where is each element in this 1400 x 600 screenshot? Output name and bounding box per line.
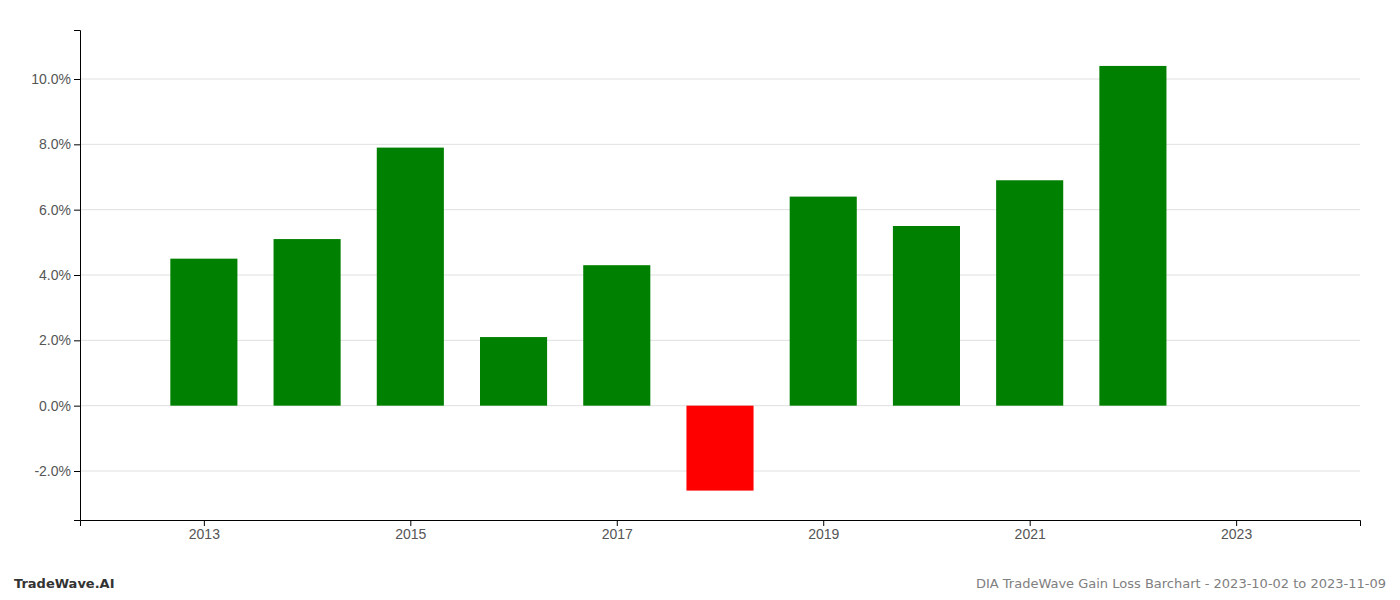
plot: -2.0%0.0%2.0%4.0%6.0%8.0%10.0%2013201520… (31, 31, 1360, 542)
y-tick-mark (74, 406, 80, 407)
x-tick: 2017 (602, 520, 633, 542)
y-tick-mark (74, 275, 80, 276)
bar (377, 148, 444, 406)
bar (996, 180, 1063, 405)
chart: -2.0%0.0%2.0%4.0%6.0%8.0%10.0%2013201520… (0, 0, 1400, 600)
x-tick-label: 2017 (602, 526, 633, 542)
grid-line (80, 144, 1360, 145)
x-tick-label: 2023 (1221, 526, 1252, 542)
y-tick: 0.0% (39, 398, 80, 414)
y-tick-label: 10.0% (31, 71, 71, 87)
bar (1099, 66, 1166, 406)
footer-right: DIA TradeWave Gain Loss Barchart - 2023-… (976, 576, 1386, 591)
x-tick: 2023 (1221, 520, 1252, 542)
x-tick-label: 2015 (395, 526, 426, 542)
y-tick-label: -2.0% (34, 463, 71, 479)
x-tick-label: 2019 (808, 526, 839, 542)
x-tick: 2015 (395, 520, 426, 542)
x-axis: 2013 2015 2017 2019 2021 2023 (81, 520, 1361, 542)
x-tick: 2021 (1015, 520, 1046, 542)
y-tick-mark (74, 210, 80, 211)
y-tick: 10.0% (31, 71, 80, 87)
y-tick: 4.0% (39, 267, 80, 283)
y-tick-label: 4.0% (39, 267, 71, 283)
y-tick-label: 0.0% (39, 398, 71, 414)
x-tick-label: 2021 (1015, 526, 1046, 542)
bar (480, 337, 547, 406)
x-tick: 2013 (189, 520, 220, 542)
y-tick-label: 8.0% (39, 136, 71, 152)
bar (170, 259, 237, 406)
grid-line (80, 340, 1360, 341)
y-tick-label: 2.0% (39, 332, 71, 348)
grid-line (80, 209, 1360, 210)
grid-line (80, 79, 1360, 80)
y-axis-line (74, 31, 81, 521)
y-tick: -2.0% (34, 463, 80, 479)
y-tick-mark (74, 471, 80, 472)
bar (686, 406, 753, 491)
y-tick: 6.0% (39, 202, 80, 218)
y-tick-mark (74, 340, 80, 341)
x-tick: 2019 (808, 520, 839, 542)
bar (790, 197, 857, 406)
bar (893, 226, 960, 406)
x-axis-line (81, 521, 1361, 527)
y-tick-label: 6.0% (39, 202, 71, 218)
y-tick-mark (74, 79, 80, 80)
bar (583, 265, 650, 405)
footer-left: TradeWave.AI (14, 576, 115, 591)
grid-line (80, 275, 1360, 276)
y-axis: -2.0% 0.0% 2.0% 4.0% 6.0% 8.0% 10.0% (31, 31, 80, 521)
x-tick-label: 2013 (189, 526, 220, 542)
y-tick: 8.0% (39, 136, 80, 152)
y-tick: 2.0% (39, 332, 80, 348)
bars (170, 66, 1166, 491)
bar (274, 239, 341, 406)
y-tick-mark (74, 144, 80, 145)
